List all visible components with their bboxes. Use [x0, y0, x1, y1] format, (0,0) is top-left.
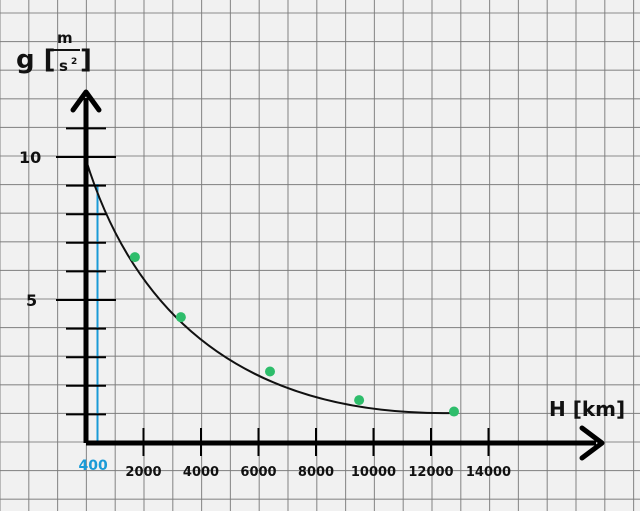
x-tick-label: 2000 — [125, 465, 161, 480]
x-tick-label: 10000 — [351, 465, 396, 480]
ticks: 5 10 2000 4000 6000 8000 10000 12000 14000 — [19, 127, 511, 480]
y-axis-label: g [ m s 2 ] — [16, 29, 92, 75]
data-point — [354, 395, 365, 406]
y-axis-arrow — [70, 89, 102, 113]
data-points — [129, 252, 459, 417]
y-axis-unit-exponent: 2 — [71, 57, 77, 67]
highlight-label: 400 — [79, 458, 108, 474]
y-tick-label: 5 — [26, 291, 37, 310]
y-axis-unit-numerator: m — [57, 29, 73, 47]
y-axis-symbol: g [ — [16, 45, 56, 75]
x-tick-label: 8000 — [298, 465, 334, 480]
data-point — [175, 312, 186, 323]
x-axis-label: H [km] — [549, 397, 625, 421]
fit-curve — [85, 159, 455, 414]
x-tick-label: 14000 — [466, 465, 511, 480]
x-tick-label: 6000 — [240, 465, 276, 480]
y-axis-unit-denominator: s — [59, 57, 68, 75]
y-axis-bracket: ] — [80, 45, 92, 75]
highlight-400: 400 — [79, 184, 108, 474]
fit-curve-path — [85, 159, 455, 414]
data-point — [129, 252, 140, 263]
x-tick-label: 4000 — [183, 465, 219, 480]
data-point — [449, 406, 459, 417]
data-point — [265, 366, 275, 377]
x-axis-arrow — [579, 425, 605, 461]
y-tick-label: 10 — [19, 148, 41, 167]
x-tick-label: 12000 — [408, 465, 453, 480]
